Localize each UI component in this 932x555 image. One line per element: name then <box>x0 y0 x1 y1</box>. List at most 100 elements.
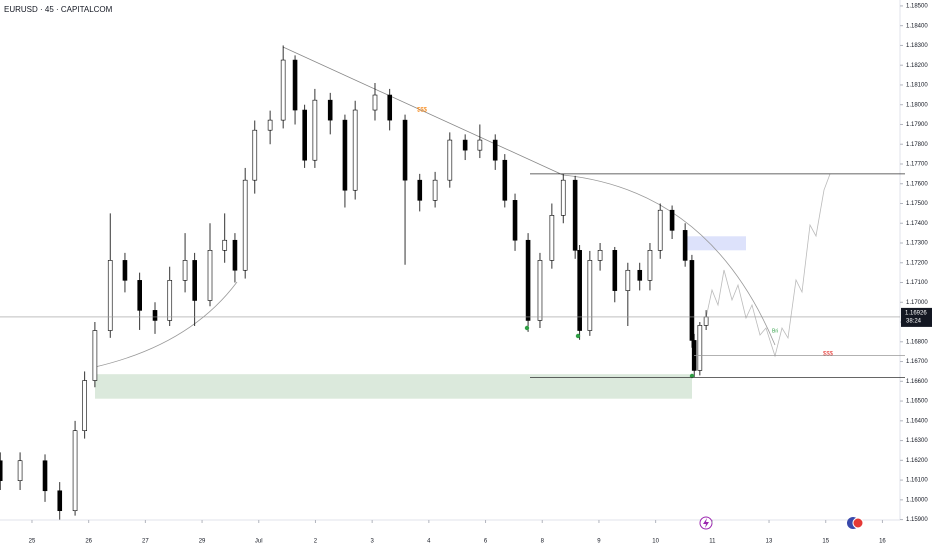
y-tick-label: 1.16400 <box>906 418 928 424</box>
candle-body <box>0 460 3 481</box>
candle-body <box>637 269 643 281</box>
candle-body <box>597 250 603 261</box>
curve <box>562 174 776 346</box>
chart-title: EURUSD · 45 · CAPITALCOM <box>4 5 113 14</box>
candle-body <box>549 215 555 261</box>
y-tick-label: 1.17600 <box>906 181 928 187</box>
x-tick-label: 27 <box>142 539 149 545</box>
countdown: 38:24 <box>906 318 922 324</box>
candle-body <box>252 129 258 181</box>
candle-body <box>327 99 333 121</box>
y-tick-label: 1.17300 <box>906 241 928 247</box>
x-tick-label: 15 <box>822 539 829 545</box>
lightning-icon <box>703 518 709 528</box>
x-tick-label: 26 <box>85 539 92 545</box>
y-tick-label: 1.17200 <box>906 260 928 266</box>
candle-body <box>703 316 709 326</box>
candle-body <box>72 430 78 512</box>
candle-body <box>447 139 453 181</box>
candle-body <box>122 260 128 281</box>
x-tick-label: 13 <box>766 539 773 545</box>
x-tick-label: 29 <box>199 539 206 545</box>
candle-body <box>587 260 593 331</box>
candle-body <box>92 330 98 381</box>
x-tick-label: 6 <box>484 539 488 545</box>
y-tick-label: 1.18000 <box>906 102 928 108</box>
candle-body <box>612 250 618 291</box>
annotation: $$$ <box>823 352 834 358</box>
y-tick-label: 1.18400 <box>906 23 928 29</box>
y-tick-label: 1.17500 <box>906 201 928 207</box>
candle-body <box>242 179 248 271</box>
candle-body <box>502 159 508 201</box>
x-tick-label: 2 <box>314 539 318 545</box>
x-tick-label: Jul <box>255 539 263 545</box>
candle-body <box>697 325 703 371</box>
candle-body <box>492 139 498 161</box>
candle-body <box>372 94 378 111</box>
trend-line <box>282 46 564 176</box>
y-tick-label: 1.17800 <box>906 142 928 148</box>
annotation: Bri <box>772 328 778 334</box>
candle-body <box>525 239 531 321</box>
candle-body <box>232 239 238 271</box>
y-tick-label: 1.16200 <box>906 458 928 464</box>
candle-body <box>280 59 286 121</box>
y-tick-label: 1.17900 <box>906 122 928 128</box>
y-tick-label: 1.18200 <box>906 63 928 69</box>
y-tick-label: 1.16500 <box>906 399 928 405</box>
candle-body <box>152 310 158 321</box>
y-tick-label: 1.16100 <box>906 478 928 484</box>
x-tick-label: 10 <box>652 539 659 545</box>
y-tick-label: 1.17700 <box>906 162 928 168</box>
zone <box>95 374 692 399</box>
x-tick-label: 3 <box>370 539 374 545</box>
candle-body <box>647 250 653 281</box>
candle-body <box>560 179 566 216</box>
curve <box>94 281 238 368</box>
candle-body <box>167 280 173 321</box>
candle-body <box>387 94 393 121</box>
x-tick-label: 9 <box>597 539 601 545</box>
candle-body <box>342 119 348 191</box>
y-tick-label: 1.16600 <box>906 379 928 385</box>
y-tick-label: 1.18500 <box>906 4 928 10</box>
candle-body <box>402 119 408 181</box>
candle-body <box>107 260 113 331</box>
zones <box>95 236 746 399</box>
candle-body <box>577 250 582 331</box>
candle-body <box>689 260 695 341</box>
candle-body <box>292 59 298 111</box>
y-tick-label: 1.17100 <box>906 280 928 286</box>
candle-body <box>669 209 675 231</box>
candle-body <box>462 139 468 151</box>
x-tick-label: 11 <box>709 539 716 545</box>
flag-icon <box>852 517 864 529</box>
y-tick-label: 1.16000 <box>906 497 928 503</box>
swing-low-dot <box>524 325 530 331</box>
candle-body <box>477 139 483 151</box>
annotation: $$$ <box>417 108 428 114</box>
candle-body <box>352 109 358 191</box>
candle-body <box>625 269 631 291</box>
candle-body <box>17 460 23 481</box>
candle-body <box>572 179 578 251</box>
candle-body <box>657 209 663 251</box>
x-tick-label: 25 <box>29 539 36 545</box>
x-tick-label: 16 <box>879 539 886 545</box>
candle-body <box>42 460 48 492</box>
candle-body <box>137 280 143 311</box>
y-tick-label: 1.18100 <box>906 83 928 89</box>
y-tick-label: 1.15900 <box>906 517 928 523</box>
candle-body <box>82 380 88 431</box>
candle-body <box>267 119 273 131</box>
candle-body <box>222 239 228 251</box>
y-tick-label: 1.16300 <box>906 438 928 444</box>
y-tick-label: 1.16800 <box>906 339 928 345</box>
candle-body <box>512 200 518 241</box>
candle-body <box>57 490 63 512</box>
candles <box>0 45 709 520</box>
